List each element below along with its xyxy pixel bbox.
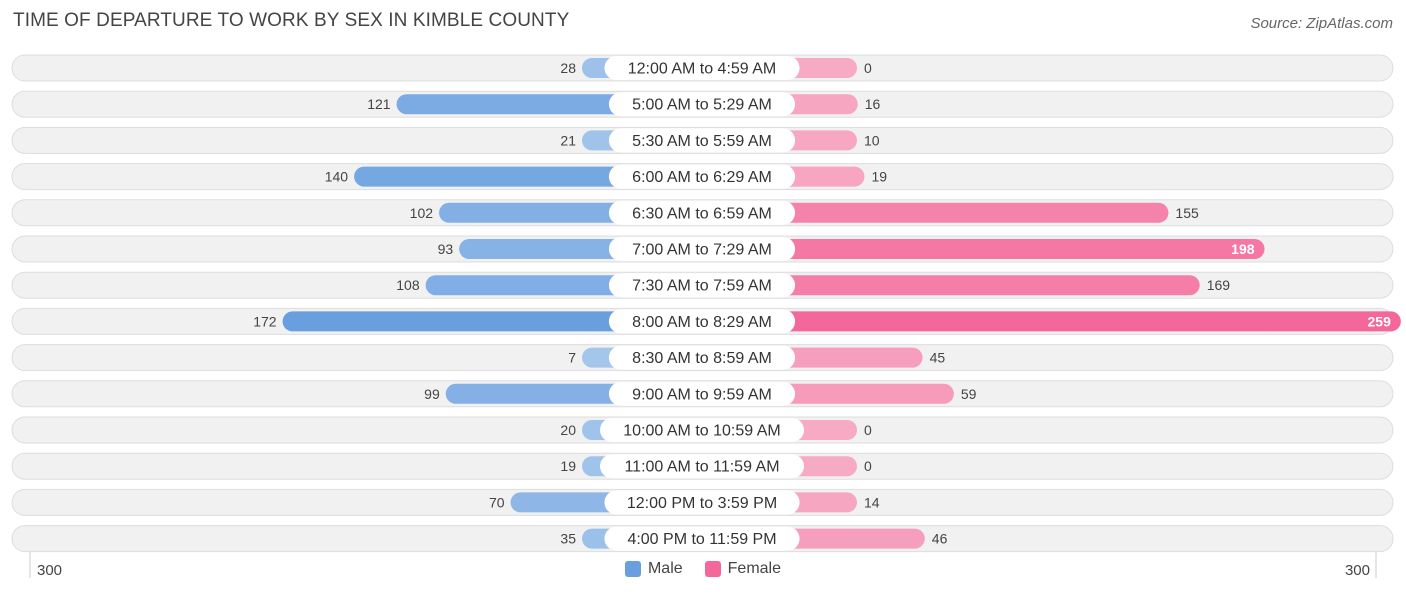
female-value-label: 155 — [1175, 205, 1199, 221]
female-value-label: 14 — [864, 494, 880, 510]
category-label: 7:30 AM to 7:59 AM — [632, 278, 772, 295]
female-value-label: 169 — [1207, 277, 1231, 293]
male-value-label: 19 — [560, 458, 576, 474]
category-label: 6:30 AM to 6:59 AM — [632, 205, 772, 222]
male-value-label: 93 — [438, 241, 454, 257]
category-label-bg — [608, 92, 796, 117]
female-value-label: 0 — [864, 458, 872, 474]
category-label-bg — [608, 381, 796, 406]
male-value-label: 28 — [560, 60, 576, 76]
male-value-label: 108 — [396, 277, 420, 293]
category-label-bg — [600, 454, 804, 479]
male-value-label: 21 — [560, 132, 576, 148]
female-value-label: 46 — [932, 531, 948, 547]
male-value-label: 140 — [325, 169, 349, 185]
category-label: 7:00 AM to 7:29 AM — [632, 242, 772, 259]
male-value-label: 121 — [367, 96, 391, 112]
category-label: 11:00 AM to 11:59 AM — [624, 459, 779, 476]
category-label: 9:00 AM to 9:59 AM — [632, 386, 772, 403]
category-label: 12:00 PM to 3:59 PM — [627, 495, 777, 512]
category-label: 12:00 AM to 4:59 AM — [628, 61, 777, 78]
male-value-label: 99 — [424, 386, 440, 402]
category-label: 5:00 AM to 5:29 AM — [632, 97, 772, 114]
axis-max-label: 300 — [1344, 562, 1370, 579]
female-value-label: 259 — [1368, 313, 1392, 329]
category-label-bg — [604, 56, 800, 80]
category-label-bg — [600, 418, 804, 442]
category-label: 4:00 PM to 11:59 PM — [627, 531, 776, 548]
chart-source: Source: ZipAtlas.com — [1250, 15, 1393, 32]
male-value-label: 20 — [560, 422, 576, 438]
legend-item-male: Male — [624, 560, 683, 578]
category-label: 6:00 AM to 6:29 AM — [632, 169, 772, 186]
female-bar — [702, 275, 1200, 296]
category-label: 5:30 AM to 5:59 AM — [632, 133, 772, 150]
chart-title: TIME OF DEPARTURE TO WORK BY SEX IN KIMB… — [13, 10, 570, 31]
female-value-label: 0 — [864, 60, 872, 76]
male-value-label: 7 — [568, 350, 576, 366]
category-label-bg — [604, 490, 800, 515]
female-value-label: 45 — [930, 350, 946, 366]
female-value-label: 59 — [961, 386, 977, 402]
category-label-bg — [608, 237, 796, 261]
female-value-label: 19 — [871, 169, 887, 185]
category-label: 10:00 AM to 10:59 AM — [623, 423, 780, 440]
legend-swatch-male — [624, 561, 641, 577]
category-label-bg — [608, 273, 796, 298]
female-value-label: 198 — [1231, 241, 1255, 257]
category-label-bg — [608, 164, 796, 189]
category-label-bg — [604, 526, 800, 551]
female-value-label: 0 — [864, 422, 872, 438]
female-bar — [702, 311, 1401, 332]
female-bar — [702, 202, 1169, 223]
male-value-label: 102 — [410, 205, 434, 221]
category-label: 8:00 AM to 8:29 AM — [632, 314, 772, 331]
legend: Male Female — [0, 560, 1406, 578]
female-value-label: 10 — [864, 132, 880, 148]
female-value-label: 16 — [865, 96, 881, 112]
legend-item-female: Female — [704, 560, 782, 578]
axis-min-label: 300 — [37, 562, 63, 579]
category-label-bg — [608, 309, 796, 334]
male-value-label: 35 — [560, 531, 576, 547]
category-label-bg — [608, 200, 796, 225]
female-bar — [702, 239, 1265, 259]
legend-swatch-female — [704, 561, 721, 577]
category-label: 8:30 AM to 8:59 AM — [632, 350, 772, 367]
male-value-label: 70 — [489, 494, 505, 510]
male-bar — [282, 311, 702, 332]
category-label-bg — [608, 128, 796, 153]
category-label-bg — [608, 345, 796, 370]
male-value-label: 172 — [253, 313, 277, 329]
legend-label-male: Male — [647, 560, 683, 577]
legend-label-female: Female — [727, 560, 782, 577]
